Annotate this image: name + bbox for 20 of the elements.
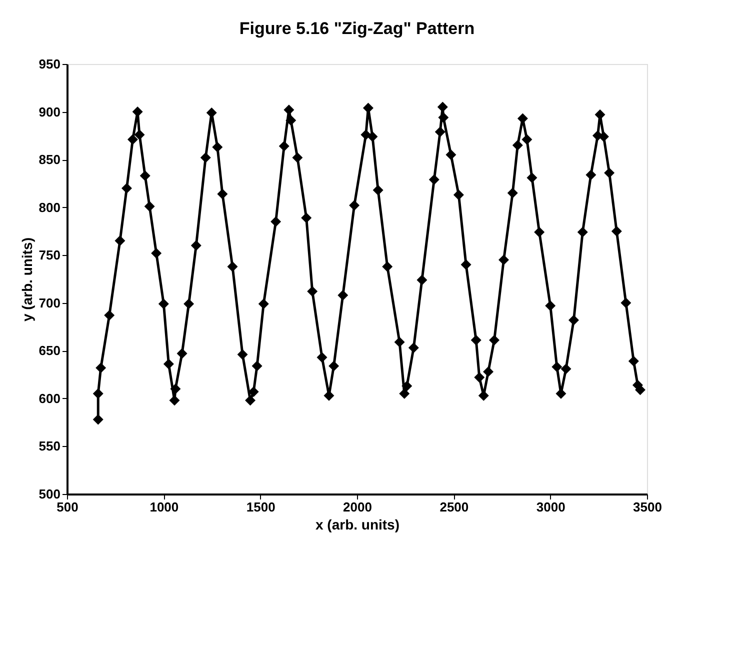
- x-tick-label: 1500: [246, 500, 276, 514]
- y-tick-label: 750: [38, 248, 60, 263]
- y-tick-label: 650: [38, 343, 60, 358]
- y-tick-label: 900: [38, 104, 60, 120]
- x-tick-label: 2000: [343, 500, 372, 514]
- x-tick-label: 500: [56, 500, 78, 514]
- x-tick-label: 3000: [536, 500, 566, 514]
- chart-title: Figure 5.16 "Zig-Zag" Pattern: [239, 19, 475, 38]
- y-tick-label: 600: [38, 390, 60, 406]
- y-tick-label: 700: [38, 295, 60, 310]
- y-axis-title: y (arb. units): [18, 237, 35, 322]
- x-tick-label: 3500: [633, 500, 662, 514]
- y-tick-label: 950: [38, 56, 60, 72]
- x-tick-label: 1000: [150, 500, 179, 514]
- y-tick-label: 500: [38, 486, 60, 502]
- x-tick-label: 2500: [440, 500, 469, 514]
- y-tick-label: 800: [38, 200, 60, 215]
- y-tick-label: 850: [38, 152, 60, 168]
- y-tick-label: 550: [38, 438, 60, 454]
- x-axis-title: x (arb. units): [315, 516, 400, 532]
